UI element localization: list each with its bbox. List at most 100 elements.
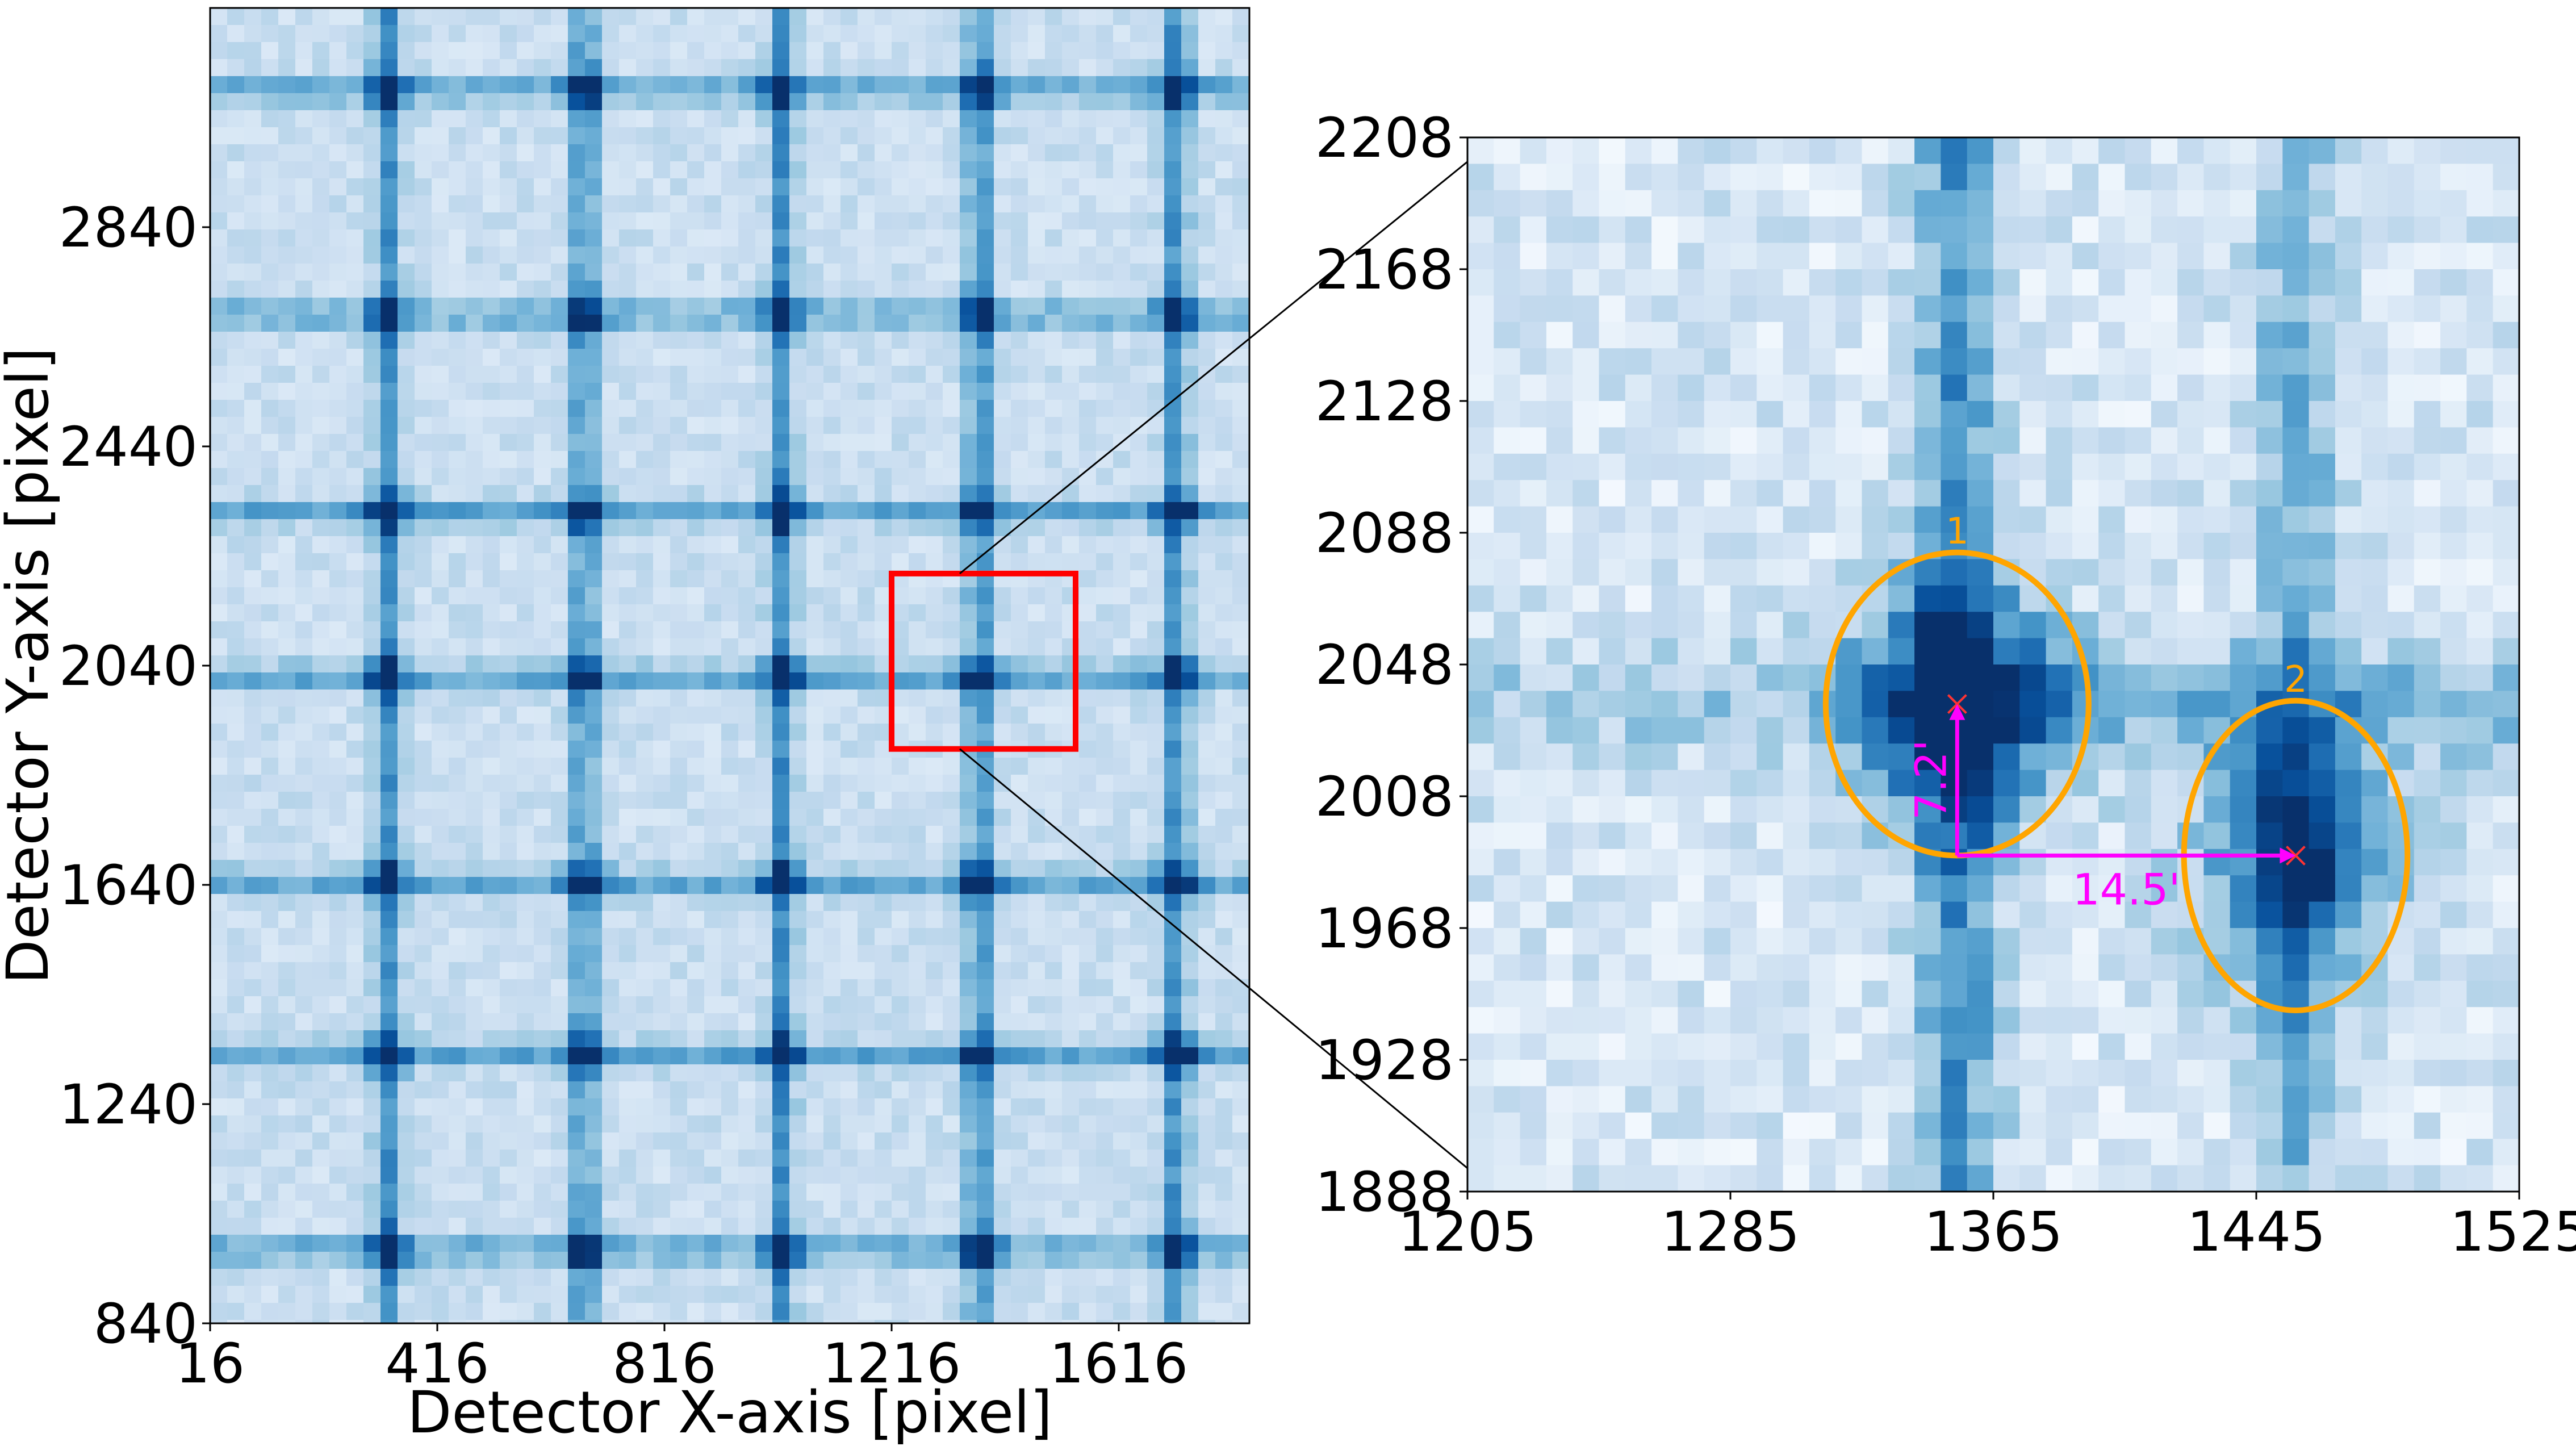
heatmap-cell xyxy=(1011,655,1028,673)
heatmap-cell xyxy=(687,979,705,997)
heatmap-cell xyxy=(1181,928,1199,946)
heatmap-cell xyxy=(1113,1150,1131,1167)
heatmap-cell xyxy=(1028,1098,1046,1116)
heatmap-cell xyxy=(670,178,688,196)
heatmap-cell xyxy=(415,1320,432,1323)
heatmap-cell xyxy=(636,1252,654,1269)
heatmap-cell xyxy=(261,8,279,26)
heatmap-cell xyxy=(1079,519,1097,537)
heatmap-cell xyxy=(568,1269,586,1286)
heatmap-cell xyxy=(687,281,705,298)
heatmap-cell xyxy=(1062,42,1080,60)
heatmap-cell xyxy=(483,468,500,486)
heatmap-cell xyxy=(755,996,773,1014)
heatmap-cell xyxy=(244,451,262,469)
heatmap-cell xyxy=(619,332,637,349)
heatmap-cell xyxy=(602,161,620,179)
heatmap-cell xyxy=(1198,383,1216,400)
heatmap-cell xyxy=(636,775,654,792)
heatmap-cell xyxy=(1079,860,1097,877)
heatmap-cell xyxy=(875,59,892,77)
heatmap-cell xyxy=(1113,536,1131,554)
heatmap-cell xyxy=(653,672,671,690)
heatmap-cell xyxy=(602,894,620,912)
heatmap-cell xyxy=(432,1184,449,1201)
heatmap-cell xyxy=(432,1013,449,1031)
heatmap-cell xyxy=(1079,468,1097,486)
heatmap-cell xyxy=(1215,1150,1233,1167)
heatmap-cell xyxy=(670,1115,688,1133)
heatmap-cell xyxy=(1573,137,1600,164)
heatmap-cell xyxy=(1079,1201,1097,1218)
heatmap-cell xyxy=(1147,638,1165,656)
heatmap-cell xyxy=(210,1269,228,1286)
heatmap-cell xyxy=(721,468,739,486)
heatmap-cell xyxy=(1232,502,1249,520)
heatmap-cell xyxy=(858,315,875,332)
heatmap-cell xyxy=(721,962,739,980)
heatmap-cell xyxy=(585,775,603,792)
heatmap-cell xyxy=(704,1047,722,1065)
heatmap-cell xyxy=(398,621,415,639)
heatmap-cell xyxy=(994,553,1011,571)
heatmap-cell xyxy=(210,707,228,724)
heatmap-cell xyxy=(892,775,909,792)
heatmap-cell xyxy=(398,8,415,26)
heatmap-cell xyxy=(994,1303,1011,1320)
heatmap-cell xyxy=(1045,144,1063,162)
heatmap-cell xyxy=(875,1218,892,1235)
heatmap-cell xyxy=(1757,216,1784,244)
heatmap-cell xyxy=(704,536,722,554)
heatmap-cell xyxy=(398,246,415,264)
heatmap-cell xyxy=(653,144,671,162)
heatmap-cell xyxy=(534,741,551,758)
heatmap-cell xyxy=(1181,366,1199,383)
heatmap-cell xyxy=(398,996,415,1014)
heatmap-cell xyxy=(261,59,279,77)
heatmap-cell xyxy=(1130,1030,1148,1048)
heatmap-cell xyxy=(687,587,705,605)
heatmap-cell xyxy=(312,996,330,1014)
heatmap-cell xyxy=(1198,689,1216,707)
heatmap-cell xyxy=(892,792,909,809)
heatmap-cell xyxy=(449,724,466,741)
heatmap-cell xyxy=(2493,164,2519,191)
heatmap-cell xyxy=(1181,553,1199,571)
heatmap-cell xyxy=(329,110,347,128)
heatmap-cell xyxy=(602,502,620,520)
heatmap-cell xyxy=(551,178,568,196)
heatmap-cell xyxy=(312,962,330,980)
heatmap-cell xyxy=(312,809,330,826)
heatmap-cell xyxy=(653,468,671,486)
heatmap-cell xyxy=(926,638,943,656)
heatmap-cell xyxy=(858,1286,875,1303)
heatmap-cell xyxy=(210,42,228,60)
heatmap-cell xyxy=(823,689,841,707)
heatmap-cell xyxy=(943,195,960,213)
heatmap-cell xyxy=(1232,911,1249,929)
heatmap-cell xyxy=(568,434,586,452)
heatmap-cell xyxy=(432,638,449,656)
heatmap-cell xyxy=(772,1064,790,1082)
heatmap-cell xyxy=(670,195,688,213)
heatmap-cell xyxy=(926,979,943,997)
heatmap-cell xyxy=(329,332,347,349)
heatmap-cell xyxy=(363,25,381,43)
heatmap-cell xyxy=(1113,860,1131,877)
heatmap-cell xyxy=(1011,587,1028,605)
heatmap-cell xyxy=(449,1252,466,1269)
heatmap-cell xyxy=(840,877,858,895)
heatmap-cell xyxy=(909,1132,926,1150)
heatmap-cell xyxy=(619,843,637,860)
heatmap-cell xyxy=(534,877,551,895)
heatmap-cell xyxy=(466,485,483,503)
heatmap-cell xyxy=(551,110,568,128)
heatmap-cell xyxy=(755,843,773,860)
heatmap-cell xyxy=(1198,1047,1216,1065)
heatmap-cell xyxy=(1079,707,1097,724)
heatmap-cell xyxy=(278,724,296,741)
heatmap-cell xyxy=(789,332,807,349)
heatmap-cell xyxy=(585,1269,603,1286)
heatmap-cell xyxy=(1215,1132,1233,1150)
